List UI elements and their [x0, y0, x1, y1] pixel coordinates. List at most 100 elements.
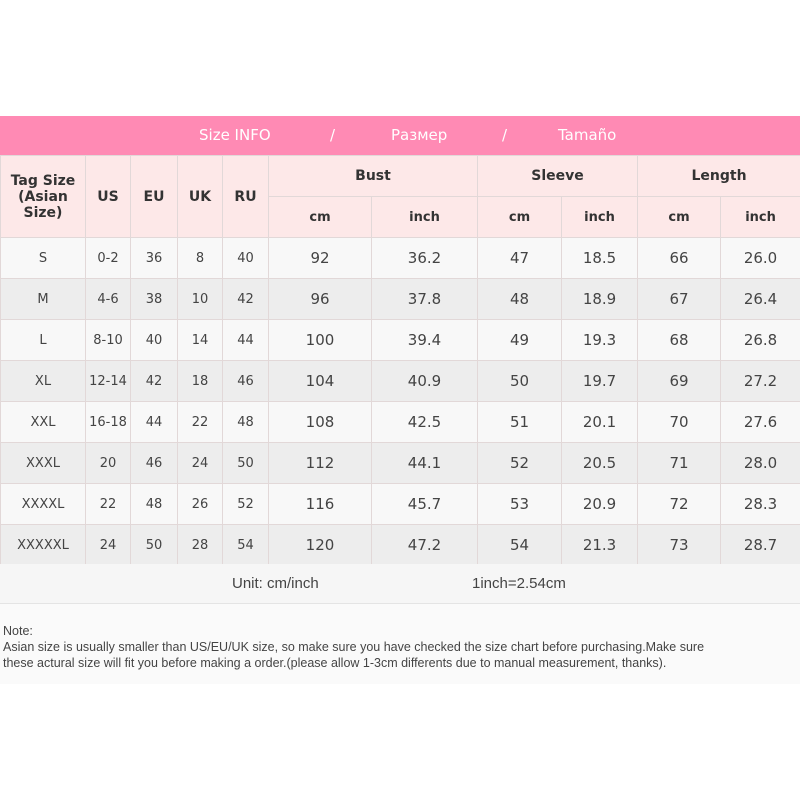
cell-eu: 48 [130, 483, 178, 525]
cell-uk: 14 [177, 319, 223, 361]
cell-length-cm: 68 [637, 319, 722, 361]
cell-length-cm: 71 [637, 442, 722, 484]
table-row: XXXXXL 24 50 28 54 120 47.2 54 21.3 73 28.7 [0, 524, 800, 566]
cell-uk: 22 [177, 401, 223, 443]
cell-sleeve-cm: 52 [477, 442, 563, 484]
cell-bust-inch: 39.4 [370, 319, 479, 361]
cell-sleeve-inch: 19.7 [561, 360, 639, 402]
banner-separator: / [330, 126, 336, 144]
note-line-2: these actural size will fit you before m… [3, 656, 667, 670]
header-length-inch: inch [720, 196, 800, 238]
header-tag-size: Tag Size (Asian Size) [0, 155, 86, 238]
cell-tag-size: XXL [0, 401, 86, 443]
cell-sleeve-inch: 21.3 [561, 524, 639, 566]
header-length: Length [637, 155, 800, 197]
header-ru: RU [222, 155, 269, 238]
cell-us: 20 [85, 442, 131, 484]
header-asian-size-label: (Asian Size) [18, 188, 68, 221]
cell-us: 12-14 [85, 360, 131, 402]
cell-bust-cm: 112 [268, 442, 372, 484]
cell-length-cm: 73 [637, 524, 722, 566]
cell-uk: 8 [177, 237, 223, 279]
note-section: Note: Asian size is usually smaller than… [0, 604, 800, 684]
cell-bust-inch: 45.7 [370, 483, 479, 525]
header-length-cm: cm [637, 196, 722, 238]
cell-bust-inch: 47.2 [370, 524, 479, 566]
cell-bust-inch: 36.2 [370, 237, 479, 279]
cell-bust-cm: 108 [268, 401, 372, 443]
cell-us: 24 [85, 524, 131, 566]
cell-length-inch: 27.6 [720, 401, 800, 443]
banner-spanish: Tamaño [558, 126, 617, 144]
cell-length-inch: 28.3 [720, 483, 800, 525]
header-sleeve-cm: cm [477, 196, 563, 238]
cell-bust-cm: 92 [268, 237, 372, 279]
cell-length-cm: 70 [637, 401, 722, 443]
cell-sleeve-inch: 20.1 [561, 401, 639, 443]
table-row: XXXXL 22 48 26 52 116 45.7 53 20.9 72 28.3 [0, 483, 800, 525]
header-sleeve: Sleeve [477, 155, 639, 197]
cell-ru: 50 [222, 442, 269, 484]
cell-eu: 44 [130, 401, 178, 443]
cell-bust-cm: 96 [268, 278, 372, 320]
table-row: XL 12-14 42 18 46 104 40.9 50 19.7 69 27.2 [0, 360, 800, 402]
cell-eu: 36 [130, 237, 178, 279]
cell-tag-size: XL [0, 360, 86, 402]
cell-length-inch: 26.0 [720, 237, 800, 279]
cell-ru: 46 [222, 360, 269, 402]
cell-ru: 44 [222, 319, 269, 361]
cell-sleeve-cm: 50 [477, 360, 563, 402]
cell-length-inch: 28.7 [720, 524, 800, 566]
cell-length-inch: 28.0 [720, 442, 800, 484]
cell-sleeve-inch: 19.3 [561, 319, 639, 361]
cell-bust-inch: 42.5 [370, 401, 479, 443]
cell-sleeve-cm: 48 [477, 278, 563, 320]
banner-size-info: Size INFO [199, 126, 271, 144]
cell-length-inch: 27.2 [720, 360, 800, 402]
cell-tag-size: L [0, 319, 86, 361]
header-bust: Bust [267, 155, 479, 197]
cell-uk: 10 [177, 278, 223, 320]
cell-eu: 40 [130, 319, 178, 361]
cell-uk: 26 [177, 483, 223, 525]
cell-bust-cm: 104 [268, 360, 372, 402]
cell-ru: 54 [222, 524, 269, 566]
cell-us: 22 [85, 483, 131, 525]
cell-sleeve-cm: 53 [477, 483, 563, 525]
cell-ru: 42 [222, 278, 269, 320]
cell-length-cm: 67 [637, 278, 722, 320]
cell-bust-inch: 44.1 [370, 442, 479, 484]
header-us: US [85, 155, 131, 238]
cell-bust-cm: 100 [268, 319, 372, 361]
header-tag-size-label: Tag Size [10, 172, 76, 189]
note-title: Note: [3, 624, 33, 638]
cell-sleeve-inch: 20.5 [561, 442, 639, 484]
cell-bust-cm: 120 [268, 524, 372, 566]
cell-ru: 40 [222, 237, 269, 279]
cell-sleeve-inch: 18.5 [561, 237, 639, 279]
cell-length-inch: 26.8 [720, 319, 800, 361]
header-sleeve-inch: inch [561, 196, 639, 238]
conversion-label: 1inch=2.54cm [472, 575, 566, 592]
size-info-banner: Size INFO / Размер / Tamaño [0, 116, 800, 155]
cell-sleeve-cm: 47 [477, 237, 563, 279]
header-uk: UK [177, 155, 223, 238]
cell-bust-inch: 37.8 [370, 278, 479, 320]
cell-bust-inch: 40.9 [370, 360, 479, 402]
cell-uk: 28 [177, 524, 223, 566]
table-row: S 0-2 36 8 40 92 36.2 47 18.5 66 26.0 [0, 237, 800, 279]
cell-uk: 24 [177, 442, 223, 484]
cell-eu: 38 [130, 278, 178, 320]
cell-uk: 18 [177, 360, 223, 402]
cell-sleeve-inch: 20.9 [561, 483, 639, 525]
table-row: XXL 16-18 44 22 48 108 42.5 51 20.1 70 27.6 [0, 401, 800, 443]
cell-sleeve-cm: 49 [477, 319, 563, 361]
table-row: M 4-6 38 10 42 96 37.8 48 18.9 67 26.4 [0, 278, 800, 320]
unit-label: Unit: cm/inch [232, 575, 319, 592]
cell-us: 0-2 [85, 237, 131, 279]
header-bust-cm: cm [268, 196, 372, 238]
table-row: XXXL 20 46 24 50 112 44.1 52 20.5 71 28.0 [0, 442, 800, 484]
cell-eu: 42 [130, 360, 178, 402]
cell-us: 16-18 [85, 401, 131, 443]
cell-eu: 50 [130, 524, 178, 566]
